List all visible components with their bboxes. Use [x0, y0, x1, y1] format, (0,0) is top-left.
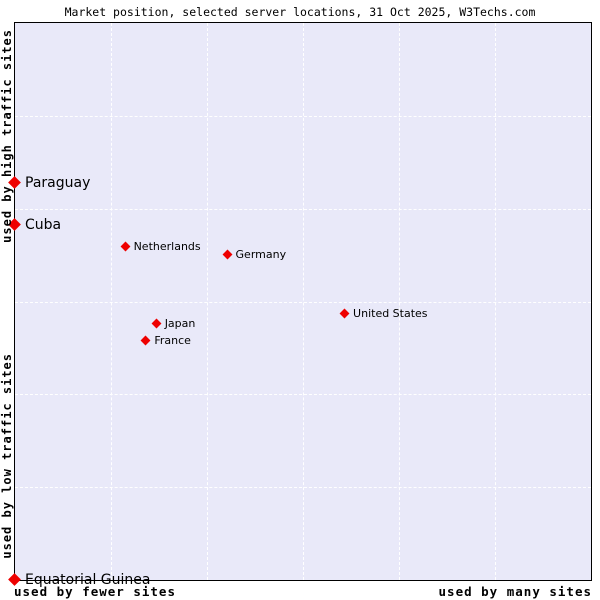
x-axis-label-fewer-sites: used by fewer sites	[14, 584, 176, 599]
grid-line-vertical	[399, 23, 400, 580]
point-label-cuba: Cuba	[25, 217, 62, 234]
grid-line-horizontal	[15, 301, 591, 303]
y-axis-label-high-traffic: used by high traffic sites	[0, 29, 14, 243]
chart-title: Market position, selected server locatio…	[64, 5, 536, 19]
point-label-germany: Germany	[235, 248, 287, 262]
x-axis-label-many-sites: used by many sites	[438, 584, 592, 599]
diamond-marker-icon	[151, 318, 162, 329]
grid-line-horizontal	[15, 487, 591, 489]
diamond-marker-icon	[339, 308, 350, 319]
diamond-marker-icon	[222, 249, 232, 260]
point-label-netherlands: Netherlands	[133, 239, 201, 253]
point-label-paraguay: Paraguay	[25, 175, 91, 192]
plot-area: Paraguay Cuba Netherlands Germany Japan Franc…	[8, 22, 592, 588]
point-label-equatorial-guinea: Equatorial Guinea	[25, 572, 151, 588]
point-label-france: France	[154, 334, 191, 348]
diamond-marker-icon	[120, 241, 131, 252]
y-axis-label-low-traffic: used by low traffic sites	[0, 353, 14, 559]
grid-line-horizontal	[15, 394, 591, 396]
grid-line-vertical	[495, 23, 496, 580]
point-label-united-states: United States	[353, 306, 428, 320]
diamond-marker-icon	[140, 335, 151, 346]
point-label-japan: Japan	[164, 316, 196, 330]
